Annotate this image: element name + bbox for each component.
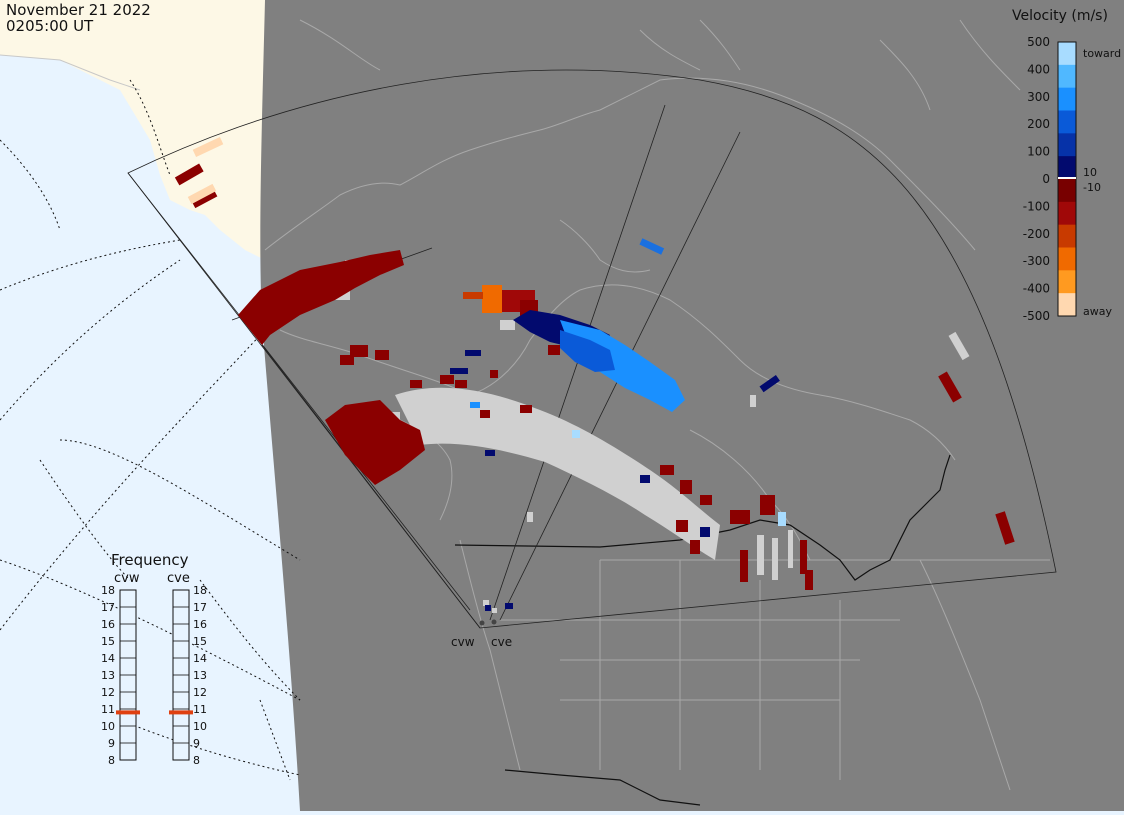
frequency-tick-label: 17 bbox=[101, 601, 115, 614]
colorbar-swatch bbox=[1058, 133, 1076, 157]
colorbar-tick-label: 400 bbox=[1027, 62, 1050, 76]
colorbar-swatch bbox=[1058, 42, 1076, 66]
freq-radar-label-cvw: cvw bbox=[114, 571, 140, 586]
velocity-colorbar: Velocity (m/s) 500 400 300 200 100 0 -100 -200 -… bbox=[1012, 8, 1121, 323]
colorbar-swatch bbox=[1058, 64, 1076, 89]
colorbar-swatch bbox=[1058, 110, 1076, 134]
frequency-tick-label: 18 bbox=[193, 584, 207, 597]
frequency-tick-label: 11 bbox=[193, 703, 207, 716]
colorbar-tick-label: -200 bbox=[1023, 227, 1050, 241]
colorbar-ticks: 500 400 300 200 100 0 -100 -200 -300 -400 -500 bbox=[1023, 35, 1050, 323]
colorbar-swatch bbox=[1058, 179, 1076, 203]
velocity-away-strong bbox=[187, 137, 502, 313]
frequency-tick-label: 15 bbox=[101, 635, 115, 648]
frequency-tick-label: 12 bbox=[193, 686, 207, 699]
frequency-tick-label: 8 bbox=[193, 754, 200, 767]
radar-site-marker bbox=[479, 620, 485, 626]
colorbar-swatch bbox=[1058, 87, 1076, 111]
frequency-tick-label: 18 bbox=[101, 584, 115, 597]
colorbar-swatches bbox=[1058, 42, 1076, 317]
night-shade bbox=[260, 0, 1124, 811]
velocity-toward bbox=[450, 238, 786, 611]
freq-radar-label-cve: cve bbox=[167, 571, 190, 586]
frequency-title: Frequency bbox=[111, 551, 189, 569]
frequency-tick-label: 16 bbox=[101, 618, 115, 631]
colorbar-tick-label: -100 bbox=[1023, 199, 1050, 213]
colorbar-swatch bbox=[1058, 201, 1076, 226]
frequency-panel: Frequency cvw cve 1817161514131211109818… bbox=[101, 551, 207, 767]
threshold-negative-label: -10 bbox=[1083, 181, 1101, 194]
frequency-tick-label: 13 bbox=[193, 669, 207, 682]
site-label-cve: cve bbox=[491, 635, 512, 649]
velocity-scale-title: Velocity (m/s) bbox=[1012, 8, 1108, 24]
velocity-away bbox=[174, 163, 1015, 590]
site-label-cvw: cvw bbox=[451, 635, 475, 649]
frequency-tick-label: 9 bbox=[108, 737, 115, 750]
colorbar-swatch bbox=[1058, 156, 1076, 180]
radar-site-marker bbox=[491, 619, 497, 625]
timestamp-time: 0205:00 UT bbox=[6, 17, 94, 35]
colorbar-tick-label: -500 bbox=[1023, 309, 1050, 323]
frequency-tick-label: 8 bbox=[108, 754, 115, 767]
frequency-bars: 18 17 16 15 14 13 12 11 10 9 8 18 17 16 15 14 13 12 11 10 9 8 bbox=[101, 584, 207, 767]
frequency-tick-label: 17 bbox=[193, 601, 207, 614]
frequency-tick-label: 11 bbox=[101, 703, 115, 716]
frequency-tick-label: 14 bbox=[101, 652, 115, 665]
timestamp-date: November 21 2022 bbox=[6, 1, 151, 19]
colorbar-tick-label: 300 bbox=[1027, 90, 1050, 104]
frequency-tick-label: 16 bbox=[193, 618, 207, 631]
toward-label: toward bbox=[1083, 47, 1121, 60]
colorbar-swatch bbox=[1058, 247, 1076, 271]
colorbar-swatch bbox=[1058, 293, 1076, 317]
frequency-tick-label: 10 bbox=[193, 720, 207, 733]
frequency-marker-cve bbox=[169, 710, 193, 715]
away-label: away bbox=[1083, 305, 1112, 318]
colorbar-tick-label: -300 bbox=[1023, 254, 1050, 268]
frequency-tick-label: 13 bbox=[101, 669, 115, 682]
colorbar-tick-label: -400 bbox=[1023, 282, 1050, 296]
frequency-tick-label: 10 bbox=[101, 720, 115, 733]
colorbar-tick-label: 0 bbox=[1042, 172, 1050, 186]
threshold-positive-label: 10 bbox=[1083, 166, 1097, 179]
colorbar-tick-label: 500 bbox=[1027, 35, 1050, 49]
colorbar-tick-label: 200 bbox=[1027, 117, 1050, 131]
frequency-tick-label: 15 bbox=[193, 635, 207, 648]
frequency-tick-label: 12 bbox=[101, 686, 115, 699]
colorbar-swatch bbox=[1058, 270, 1076, 294]
frequency-marker-cvw bbox=[116, 710, 140, 715]
colorbar-swatch bbox=[1058, 224, 1076, 248]
frequency-tick-label: 14 bbox=[193, 652, 207, 665]
colorbar-tick-label: 100 bbox=[1027, 145, 1050, 159]
frequency-tick-label: 9 bbox=[193, 737, 200, 750]
latlon-grid bbox=[0, 79, 301, 781]
